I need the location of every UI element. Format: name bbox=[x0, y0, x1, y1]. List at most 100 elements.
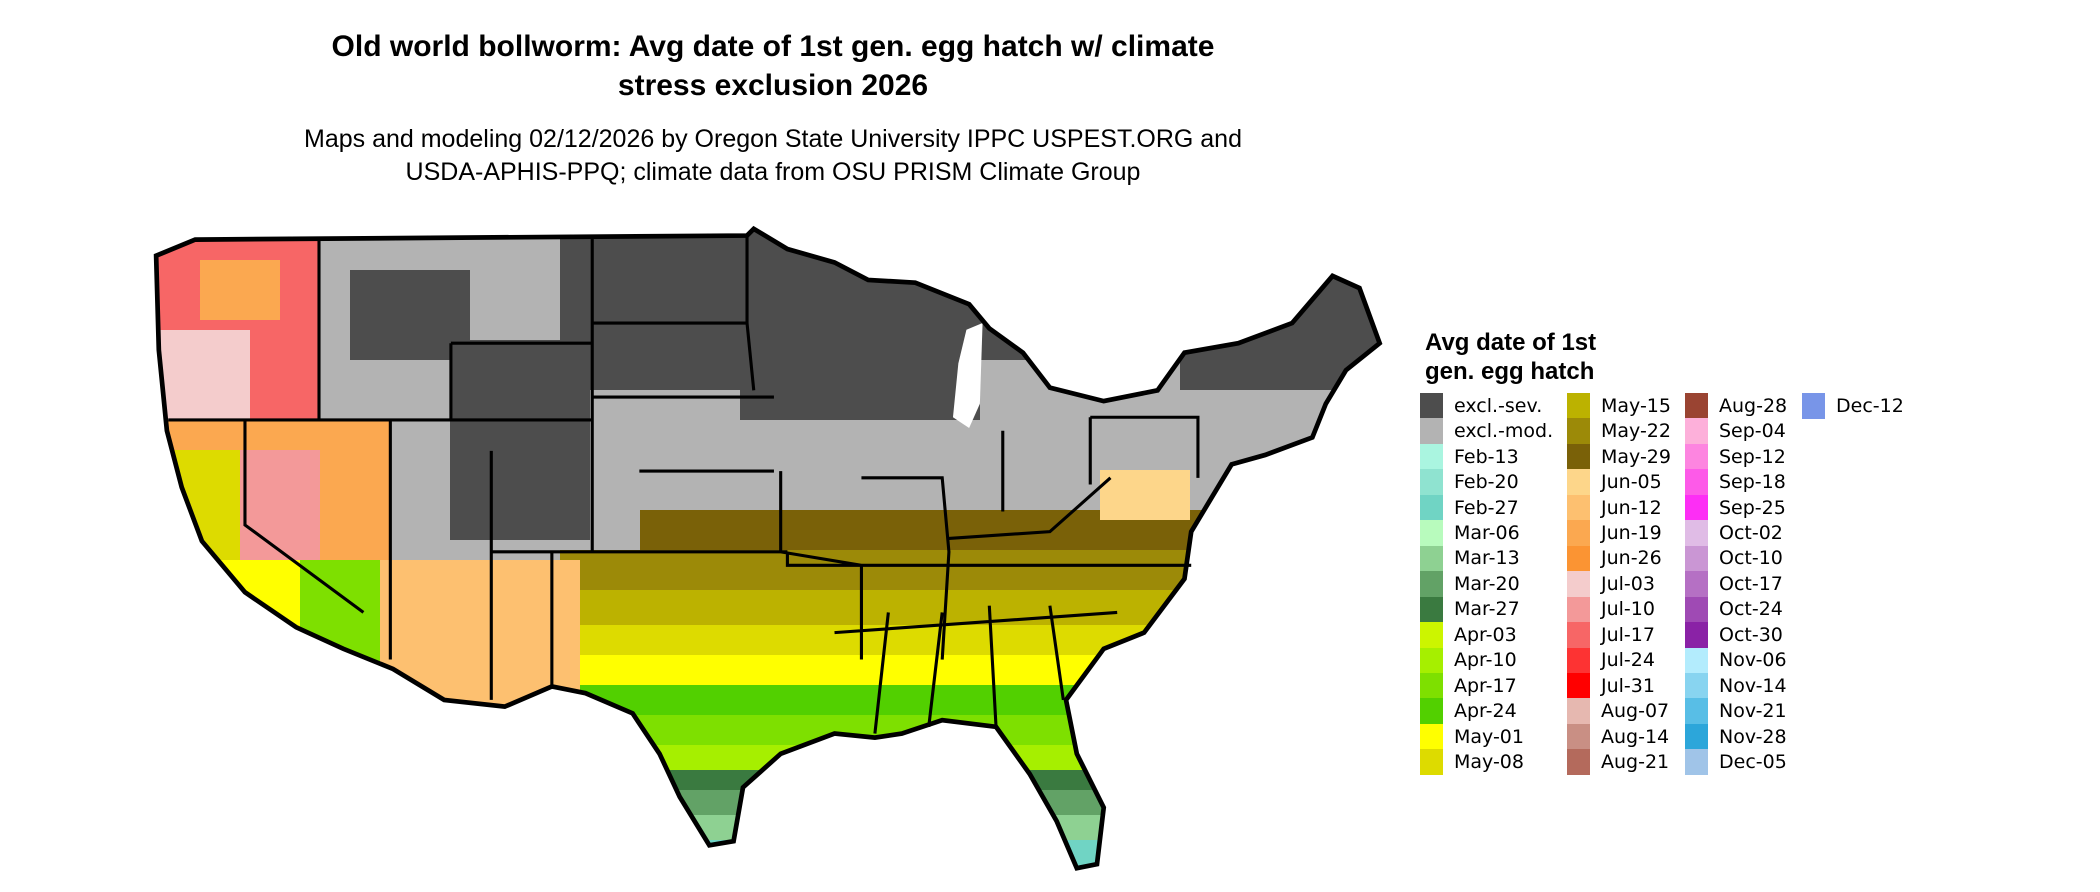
map-subtitle-line2: USDA-APHIS-PPQ; climate data from OSU PR… bbox=[405, 158, 1141, 186]
legend-item: Jul-31 bbox=[1567, 672, 1655, 699]
legend-label: Aug-14 bbox=[1601, 725, 1670, 748]
map-title-line2: stress exclusion 2026 bbox=[617, 69, 929, 102]
legend-item: Oct-02 bbox=[1685, 520, 1783, 546]
legend-label: Oct-17 bbox=[1719, 572, 1783, 595]
legend-swatch bbox=[1567, 393, 1590, 419]
legend-label: Mar-27 bbox=[1454, 598, 1520, 621]
legend-swatch bbox=[1685, 698, 1708, 724]
legend-title: Avg date of 1st gen. egg hatch bbox=[1425, 328, 1596, 386]
legend-label: Jul-24 bbox=[1601, 649, 1655, 672]
map-subtitle-line1: Maps and modeling 02/12/2026 by Oregon S… bbox=[304, 125, 1242, 153]
legend-item: Jun-19 bbox=[1567, 520, 1662, 546]
legend-swatch bbox=[1685, 520, 1708, 546]
legend-label: Dec-05 bbox=[1719, 751, 1787, 774]
legend-swatch bbox=[1685, 494, 1708, 521]
legend-label: May-15 bbox=[1601, 394, 1671, 417]
legend-item: May-29 bbox=[1567, 443, 1671, 470]
legend-swatch bbox=[1567, 698, 1590, 724]
legend-item: Mar-20 bbox=[1420, 571, 1520, 597]
legend-swatch bbox=[1685, 571, 1708, 597]
legend-swatch bbox=[1685, 393, 1708, 419]
legend-label: Apr-24 bbox=[1454, 700, 1517, 723]
legend-swatch bbox=[1567, 494, 1590, 521]
map-raster bbox=[156, 230, 1380, 869]
legend-item: Aug-21 bbox=[1567, 749, 1669, 775]
legend-item: Jul-10 bbox=[1567, 596, 1655, 623]
legend-label: Mar-06 bbox=[1454, 522, 1520, 544]
legend-item: Apr-03 bbox=[1420, 622, 1517, 648]
legend-swatch bbox=[1420, 749, 1443, 775]
legend-swatch bbox=[1567, 520, 1590, 546]
map-title-line1: Old world bollworm: Avg date of 1st gen.… bbox=[331, 30, 1215, 63]
legend-swatch bbox=[1420, 418, 1443, 444]
legend-label: Jul-03 bbox=[1601, 572, 1655, 595]
legend-item: Feb-20 bbox=[1420, 469, 1519, 495]
legend-label: Jun-05 bbox=[1601, 471, 1662, 494]
legend-swatch bbox=[1567, 723, 1590, 750]
legend-item: Feb-13 bbox=[1420, 443, 1519, 470]
legend-item: May-08 bbox=[1420, 749, 1524, 775]
legend-swatch bbox=[1420, 672, 1443, 699]
legend-label: Mar-20 bbox=[1454, 572, 1520, 595]
legend-title-line2: gen. egg hatch bbox=[1425, 358, 1595, 385]
legend-label: Aug-07 bbox=[1601, 700, 1670, 723]
legend-label: Oct-02 bbox=[1719, 522, 1783, 544]
legend-swatch bbox=[1567, 443, 1590, 470]
legend-swatch bbox=[1567, 749, 1590, 775]
legend-item: Nov-21 bbox=[1685, 698, 1787, 724]
legend-swatch bbox=[1420, 622, 1443, 648]
legend-item: Jul-17 bbox=[1567, 622, 1655, 648]
legend-swatch bbox=[1420, 647, 1443, 673]
legend-swatch bbox=[1420, 723, 1443, 750]
legend-label: Oct-10 bbox=[1719, 547, 1783, 570]
legend-item: Apr-24 bbox=[1420, 698, 1517, 724]
legend-swatch bbox=[1567, 469, 1590, 495]
legend-label: excl.-mod. bbox=[1454, 420, 1554, 443]
legend-swatch bbox=[1685, 469, 1708, 495]
legend-label: Mar-13 bbox=[1454, 547, 1520, 570]
legend-label: May-08 bbox=[1454, 751, 1524, 774]
state-borders bbox=[153, 225, 1383, 871]
legend-label: Apr-03 bbox=[1454, 623, 1517, 646]
legend-swatch bbox=[1567, 418, 1590, 444]
legend-label: Feb-20 bbox=[1454, 471, 1519, 494]
legend-label: Apr-10 bbox=[1454, 649, 1517, 672]
legend-label: Sep-04 bbox=[1719, 420, 1786, 443]
legend-label: May-29 bbox=[1601, 445, 1671, 468]
legend-label: excl.-sev. bbox=[1454, 394, 1543, 417]
legend-swatch bbox=[1420, 469, 1443, 495]
legend-label: Aug-28 bbox=[1719, 394, 1788, 417]
legend-label: Sep-25 bbox=[1719, 496, 1786, 519]
legend-swatch bbox=[1420, 596, 1443, 623]
legend-item: Jun-26 bbox=[1567, 545, 1662, 572]
legend-item: Jul-03 bbox=[1567, 571, 1655, 597]
legend-item: Sep-12 bbox=[1685, 443, 1786, 470]
legend-label: Oct-24 bbox=[1719, 598, 1783, 621]
legend-swatch bbox=[1685, 443, 1708, 470]
legend-swatch bbox=[1420, 494, 1443, 521]
legend-item: Mar-27 bbox=[1420, 596, 1520, 623]
legend-swatch bbox=[1567, 622, 1590, 648]
legend-label: Jul-31 bbox=[1601, 674, 1655, 697]
legend-item: Sep-04 bbox=[1685, 418, 1786, 444]
legend-label: Jul-17 bbox=[1601, 623, 1655, 646]
legend-label: Sep-12 bbox=[1719, 445, 1786, 468]
legend-swatch bbox=[1685, 545, 1708, 572]
legend-swatch bbox=[1685, 749, 1708, 775]
legend-swatch bbox=[1420, 443, 1443, 470]
legend-item: Apr-17 bbox=[1420, 672, 1517, 699]
legend-label: Sep-18 bbox=[1719, 471, 1786, 494]
legend-swatch bbox=[1420, 571, 1443, 597]
legend-label: Nov-06 bbox=[1719, 649, 1787, 672]
legend-swatch bbox=[1685, 418, 1708, 444]
legend-label: Nov-14 bbox=[1719, 674, 1787, 697]
legend-title-line1: Avg date of 1st bbox=[1425, 329, 1597, 356]
legend-label: Jun-19 bbox=[1601, 522, 1662, 544]
legend-item: Dec-12 bbox=[1802, 393, 1904, 419]
legend-label: Oct-30 bbox=[1719, 623, 1783, 646]
legend-swatch bbox=[1685, 647, 1708, 673]
legend-item: Oct-17 bbox=[1685, 571, 1783, 597]
legend-label: Jun-12 bbox=[1601, 496, 1662, 519]
legend-item: Aug-07 bbox=[1567, 698, 1669, 724]
legend-swatch bbox=[1420, 698, 1443, 724]
